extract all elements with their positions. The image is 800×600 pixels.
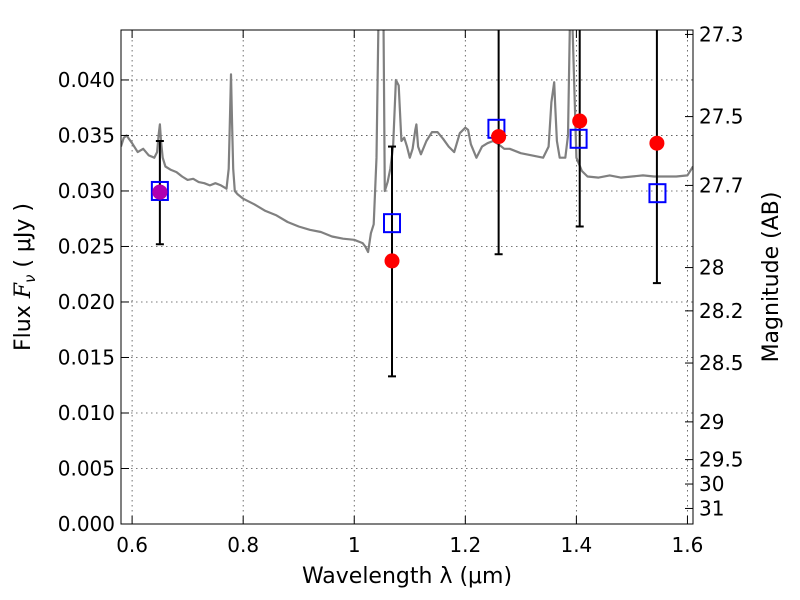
y2-tick-label: 31 [699, 496, 724, 520]
y2-tick-label: 28.5 [699, 351, 744, 375]
y-tick-label: 0.030 [58, 179, 115, 203]
y-tick-label: 0.015 [58, 345, 115, 369]
y2-tick-label: 29.5 [699, 448, 744, 472]
y-tick-label: 0.020 [58, 290, 115, 314]
y2-tick-label: 29 [699, 410, 724, 434]
ticks: 0.6 0.8 1 1.2 1.4 1.6 0.000 0.005 0.010 0.015 0.02… [58, 22, 744, 557]
y-tick-label: 0.000 [58, 512, 115, 536]
y-tick-label: 0.010 [58, 401, 115, 425]
y-tick-label: 0.035 [58, 123, 115, 147]
y-tick-label: 0.025 [58, 234, 115, 258]
model-photometry-marker [569, 128, 588, 149]
x-tick-label: 1.4 [560, 533, 592, 557]
y-axis-title-pre: Flux [11, 298, 36, 351]
y-axis-title: Flux Fν ( μJy ) [11, 203, 39, 351]
x-tick-label: 1.6 [672, 533, 704, 557]
x-tick-label: 1.2 [449, 533, 481, 557]
y-axis-title-subscript: ν [21, 275, 39, 283]
y-tick-label: 0.005 [58, 456, 115, 480]
grid [121, 30, 693, 525]
observed-flux-marker [649, 135, 665, 151]
y2-tick-label: 28 [699, 256, 724, 280]
spectrum-line [121, 30, 693, 254]
y2-tick-label: 27.3 [699, 22, 744, 46]
model-photometry-marker [648, 183, 667, 204]
y-axis-title-symbol: F [11, 282, 36, 299]
y2-tick-label: 28.2 [699, 299, 744, 323]
model-photometry-marker [150, 180, 169, 201]
x-tick-label: 0.8 [227, 533, 259, 557]
plot-background [121, 30, 693, 524]
observed-flux-marker [491, 129, 507, 145]
data-layer [121, 30, 693, 378]
x-tick-label: 1 [348, 533, 361, 557]
model-photometry-marker [383, 213, 402, 234]
observed-flux-marker [572, 113, 588, 129]
y-tick-label: 0.040 [58, 68, 115, 92]
y2-axis-title: Magnitude (AB) [759, 192, 784, 363]
highlight-marker [152, 184, 168, 200]
x-tick-label: 0.6 [116, 533, 148, 557]
y-axis-title-post: ( μJy ) [11, 203, 36, 275]
plot-frame [120, 29, 694, 525]
y2-tick-label: 27.5 [699, 105, 744, 129]
observed-flux-marker [384, 253, 400, 269]
x-axis-title: Wavelength λ (μm) [302, 564, 512, 589]
y2-tick-label: 27.7 [699, 173, 744, 197]
y2-tick-label: 30 [699, 472, 724, 496]
